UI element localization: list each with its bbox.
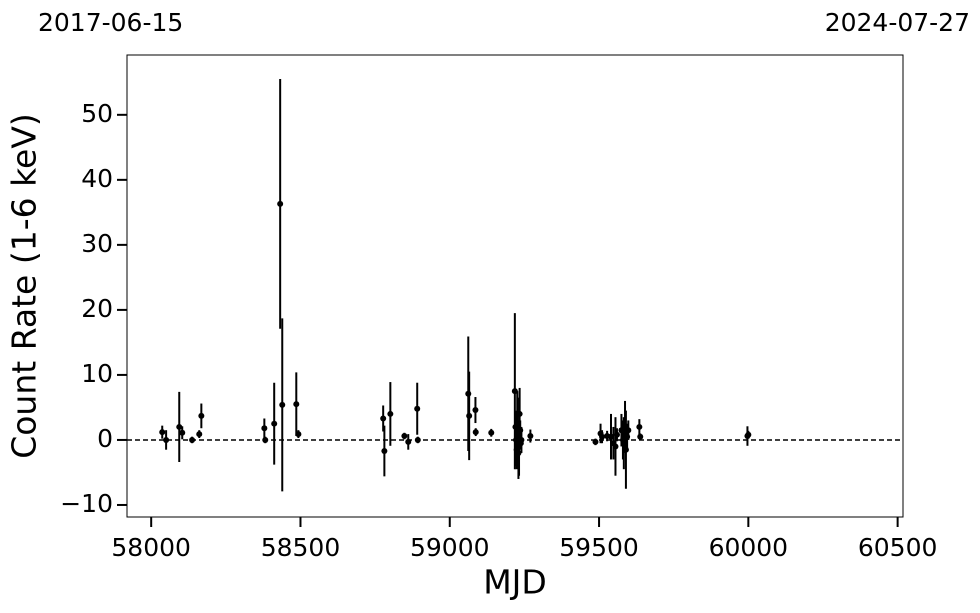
y-tick-label: −10 (60, 489, 113, 518)
x-tick-label: 58500 (261, 533, 341, 562)
data-point (527, 433, 534, 440)
end-date: 2024-07-27 (825, 8, 970, 37)
data-point (745, 431, 752, 438)
data-point (271, 420, 278, 427)
data-point (466, 412, 473, 419)
data-point (405, 438, 412, 445)
data-point (189, 436, 196, 443)
y-tick-label: 0 (97, 424, 113, 453)
data-point (279, 401, 286, 408)
data-point (612, 443, 619, 450)
x-tick-label: 60000 (709, 533, 789, 562)
data-point (381, 448, 388, 454)
data-point (414, 405, 421, 412)
data-point (196, 431, 203, 438)
data-point (159, 429, 166, 436)
data-point (592, 438, 599, 445)
y-axis-label: Count Rate (1-6 keV) (5, 113, 44, 459)
data-point (488, 429, 495, 436)
data-point (472, 429, 479, 436)
data-point (261, 425, 268, 432)
x-tick-label: 58000 (111, 533, 191, 562)
data-point (518, 436, 525, 443)
data-point (625, 427, 632, 434)
data-point (176, 423, 183, 430)
data-point (613, 431, 620, 438)
data-point (387, 410, 394, 417)
start-date: 2017-06-15 (38, 8, 183, 37)
data-point (262, 436, 269, 443)
data-point (401, 433, 408, 440)
x-tick-label: 59500 (559, 533, 639, 562)
data-point (599, 433, 606, 440)
y-tick-label: 50 (81, 99, 113, 128)
data-point (637, 433, 644, 440)
data-point (198, 412, 205, 419)
data-point (472, 407, 479, 414)
data-point (163, 436, 170, 443)
data-point (380, 415, 387, 422)
y-tick-label: 10 (81, 359, 113, 388)
data-point (636, 423, 643, 430)
data-point (277, 200, 284, 207)
data-point (516, 410, 523, 417)
data-point (293, 401, 300, 408)
plot-frame (126, 54, 904, 518)
data-point (295, 431, 302, 438)
y-tick-label: 40 (81, 164, 113, 193)
y-tick-label: 30 (81, 229, 113, 258)
data-point (179, 429, 186, 436)
x-axis-label: MJD (483, 563, 547, 602)
x-tick-label: 59000 (410, 533, 490, 562)
data-point (414, 436, 421, 443)
x-tick-label: 60500 (858, 533, 938, 562)
y-tick-label: 20 (81, 294, 113, 323)
